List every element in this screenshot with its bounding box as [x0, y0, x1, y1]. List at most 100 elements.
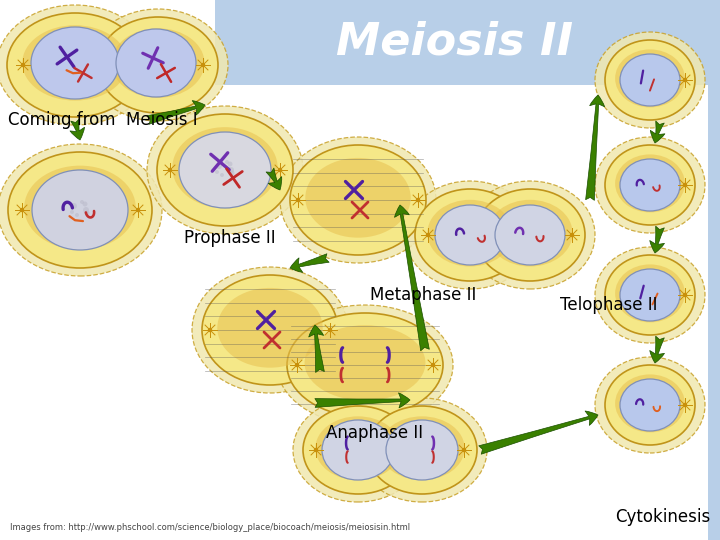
Circle shape [216, 163, 222, 169]
Ellipse shape [495, 205, 565, 265]
Ellipse shape [620, 379, 680, 431]
Ellipse shape [605, 40, 695, 120]
Ellipse shape [277, 305, 453, 425]
Ellipse shape [293, 398, 423, 502]
Ellipse shape [615, 49, 685, 107]
Ellipse shape [98, 17, 218, 113]
Ellipse shape [367, 406, 477, 494]
Ellipse shape [305, 325, 426, 401]
Circle shape [314, 448, 318, 452]
Ellipse shape [615, 374, 685, 433]
Ellipse shape [487, 200, 572, 267]
Circle shape [225, 160, 229, 164]
Circle shape [683, 403, 687, 407]
Ellipse shape [620, 159, 680, 211]
Circle shape [70, 210, 74, 214]
Ellipse shape [0, 5, 153, 125]
Ellipse shape [287, 313, 443, 417]
Ellipse shape [179, 132, 271, 208]
Circle shape [83, 207, 89, 213]
Text: Coming from  Meiosis I: Coming from Meiosis I [8, 111, 197, 129]
Text: Telophase II: Telophase II [560, 296, 657, 314]
Circle shape [75, 213, 79, 217]
Circle shape [20, 208, 24, 212]
Ellipse shape [615, 265, 685, 322]
Ellipse shape [605, 145, 695, 225]
Ellipse shape [322, 420, 394, 480]
Circle shape [431, 363, 435, 367]
Circle shape [71, 203, 77, 209]
Circle shape [208, 328, 212, 332]
Ellipse shape [357, 398, 487, 502]
Text: Meiosis II: Meiosis II [336, 21, 574, 64]
Ellipse shape [192, 267, 348, 393]
Ellipse shape [303, 406, 413, 494]
Ellipse shape [22, 25, 127, 100]
Ellipse shape [475, 189, 585, 281]
Ellipse shape [24, 166, 136, 249]
Ellipse shape [116, 29, 196, 97]
Circle shape [683, 293, 687, 297]
Ellipse shape [379, 416, 464, 480]
Text: Images from: http://www.phschool.com/science/biology_place/biocoach/meiosis/meio: Images from: http://www.phschool.com/sci… [10, 523, 410, 532]
Ellipse shape [605, 255, 695, 335]
Ellipse shape [0, 144, 162, 276]
FancyBboxPatch shape [215, 0, 720, 85]
Circle shape [462, 448, 467, 452]
Circle shape [168, 168, 172, 172]
Ellipse shape [405, 181, 535, 289]
Circle shape [136, 208, 140, 212]
Ellipse shape [620, 269, 680, 321]
Circle shape [21, 63, 25, 67]
Ellipse shape [315, 416, 400, 480]
Circle shape [84, 211, 89, 215]
Circle shape [201, 63, 205, 67]
Ellipse shape [305, 158, 410, 238]
Ellipse shape [428, 200, 513, 267]
Text: Anaphase II: Anaphase II [326, 424, 423, 442]
Circle shape [416, 198, 420, 202]
Ellipse shape [605, 365, 695, 445]
Circle shape [294, 363, 300, 367]
Ellipse shape [217, 288, 323, 368]
Circle shape [80, 200, 84, 204]
Ellipse shape [595, 247, 705, 343]
Ellipse shape [435, 205, 505, 265]
Ellipse shape [147, 106, 303, 234]
Ellipse shape [280, 137, 436, 263]
Circle shape [228, 161, 233, 166]
Ellipse shape [202, 275, 338, 385]
Circle shape [228, 167, 234, 173]
Circle shape [278, 168, 282, 172]
Circle shape [220, 173, 224, 177]
Circle shape [215, 170, 219, 174]
Ellipse shape [157, 114, 293, 226]
Ellipse shape [88, 9, 228, 121]
Circle shape [683, 78, 687, 82]
Text: Prophase II: Prophase II [184, 229, 276, 247]
Ellipse shape [595, 32, 705, 128]
Ellipse shape [7, 13, 143, 117]
Circle shape [83, 201, 88, 206]
Text: Metaphase II: Metaphase II [370, 286, 477, 304]
Circle shape [230, 171, 235, 176]
Ellipse shape [595, 137, 705, 233]
Circle shape [328, 328, 332, 332]
Circle shape [426, 233, 431, 237]
Ellipse shape [615, 154, 685, 212]
Circle shape [683, 183, 687, 187]
FancyBboxPatch shape [708, 0, 720, 540]
Ellipse shape [32, 170, 128, 250]
Text: Cytokinesis: Cytokinesis [615, 508, 710, 526]
Circle shape [570, 233, 575, 237]
Circle shape [296, 198, 300, 202]
Ellipse shape [8, 152, 152, 268]
Ellipse shape [112, 28, 204, 98]
Ellipse shape [172, 127, 278, 208]
Ellipse shape [595, 357, 705, 453]
Ellipse shape [386, 420, 458, 480]
Ellipse shape [290, 145, 426, 255]
Ellipse shape [620, 54, 680, 106]
Ellipse shape [31, 27, 119, 99]
Ellipse shape [415, 189, 525, 281]
